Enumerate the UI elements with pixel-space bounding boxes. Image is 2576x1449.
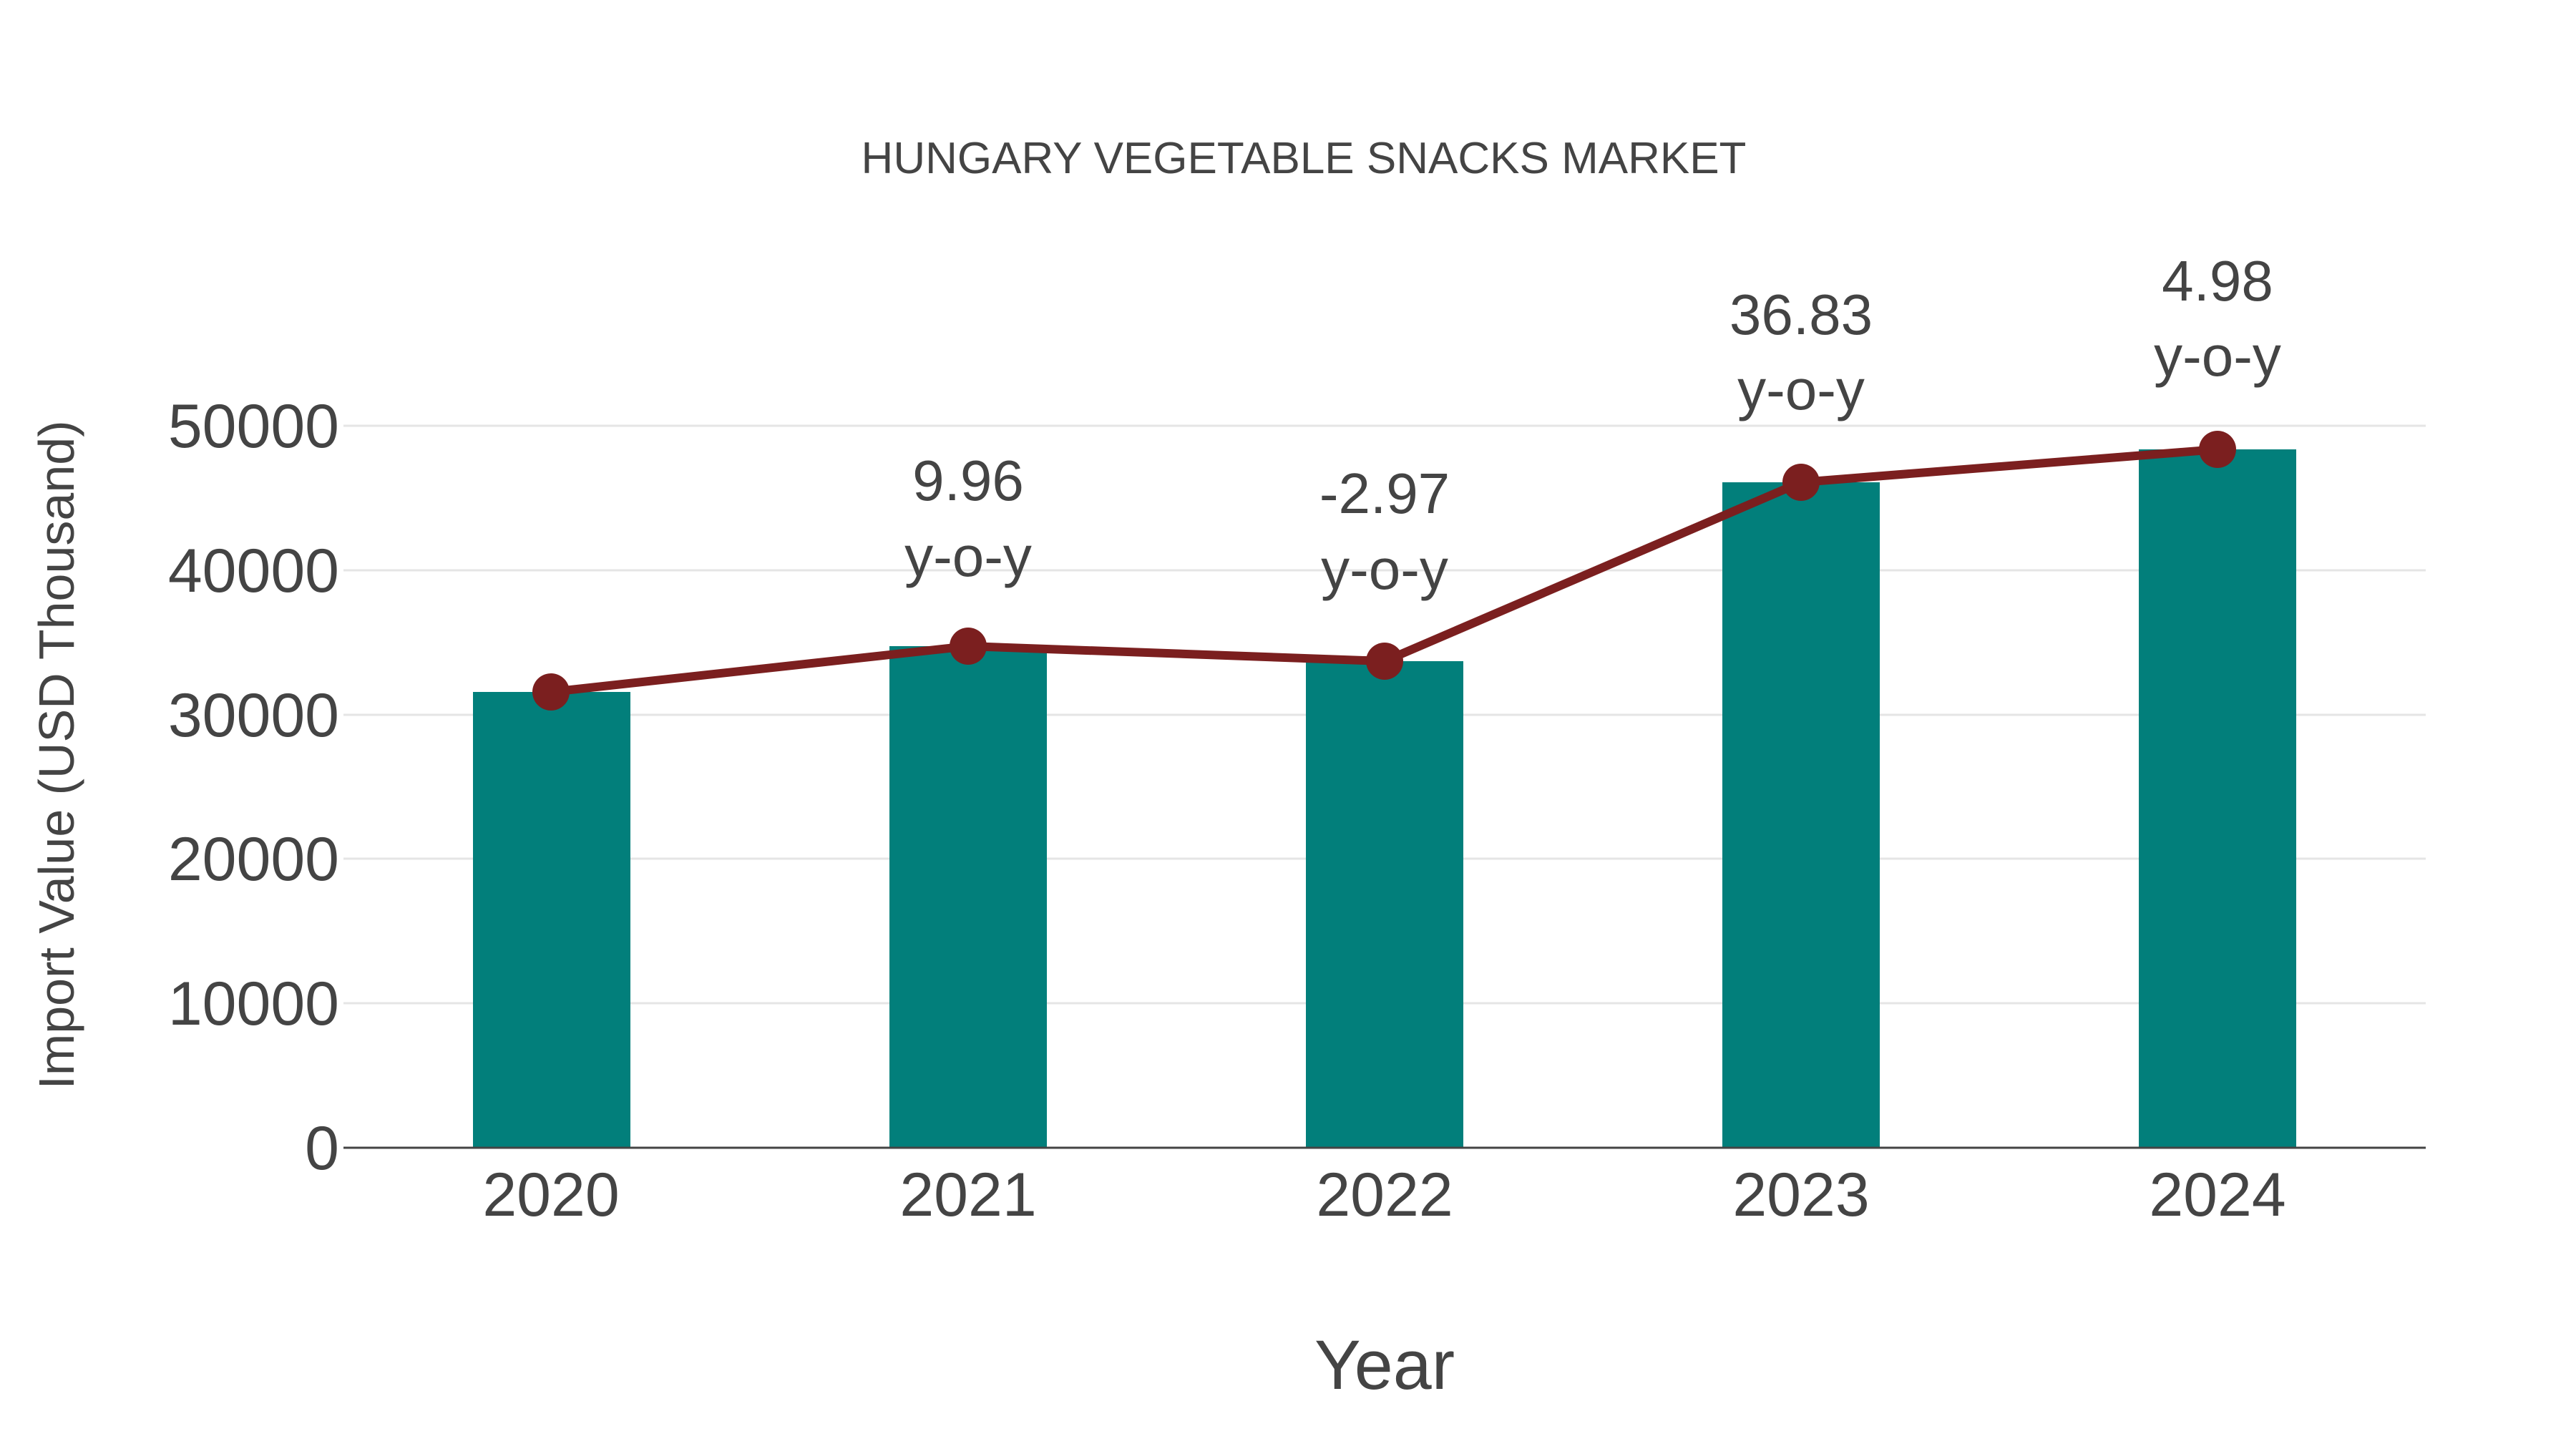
- annotation-2024-suffix: y-o-y: [2154, 324, 2281, 388]
- marker-2021[interactable]: [950, 628, 987, 665]
- y-tick-0: 0: [305, 1114, 339, 1183]
- annotation-2022-suffix: y-o-y: [1321, 537, 1448, 601]
- line-markers: [532, 431, 2236, 711]
- y-tick-40000: 40000: [168, 537, 339, 605]
- bar-2022[interactable]: [1306, 661, 1463, 1148]
- x-axis-title: Year: [1314, 1326, 1455, 1404]
- bars: [473, 449, 2296, 1148]
- x-axis-ticks: 2020 2021 2022 2023 2024: [482, 1161, 2285, 1229]
- marker-2022[interactable]: [1366, 643, 1403, 680]
- y-tick-50000: 50000: [168, 392, 339, 461]
- bar-2021[interactable]: [889, 646, 1047, 1148]
- annotation-2024-value: 4.98: [2162, 249, 2273, 313]
- x-tick-2020: 2020: [482, 1161, 619, 1229]
- y-tick-10000: 10000: [168, 970, 339, 1038]
- y-axis-title: Import Value (USD Thousand): [29, 420, 84, 1089]
- y-tick-20000: 20000: [168, 825, 339, 894]
- marker-2020[interactable]: [532, 673, 570, 711]
- x-tick-2021: 2021: [899, 1161, 1036, 1229]
- yoy-annotations: 9.96 y-o-y -2.97 y-o-y 36.83 y-o-y 4.98 …: [904, 249, 2281, 601]
- annotation-2021-value: 9.96: [912, 449, 1024, 512]
- x-tick-2023: 2023: [1732, 1161, 1869, 1229]
- y-tick-30000: 30000: [168, 681, 339, 750]
- bar-2020[interactable]: [473, 692, 630, 1148]
- annotation-2023-suffix: y-o-y: [1737, 358, 1865, 421]
- x-tick-2022: 2022: [1316, 1161, 1453, 1229]
- bar-2023[interactable]: [1722, 482, 1880, 1148]
- y-axis-ticks: 0 10000 20000 30000 40000 50000: [168, 392, 339, 1183]
- x-tick-2024: 2024: [2149, 1161, 2285, 1229]
- annotation-2022-value: -2.97: [1319, 462, 1450, 525]
- annotation-2021-suffix: y-o-y: [904, 525, 1032, 588]
- annotation-2023-value: 36.83: [1729, 283, 1873, 346]
- bar-2024[interactable]: [2139, 449, 2296, 1148]
- chart-title: HUNGARY VEGETABLE SNACKS MARKET: [862, 134, 1747, 183]
- marker-2023[interactable]: [1782, 464, 1820, 501]
- marker-2024[interactable]: [2199, 431, 2236, 468]
